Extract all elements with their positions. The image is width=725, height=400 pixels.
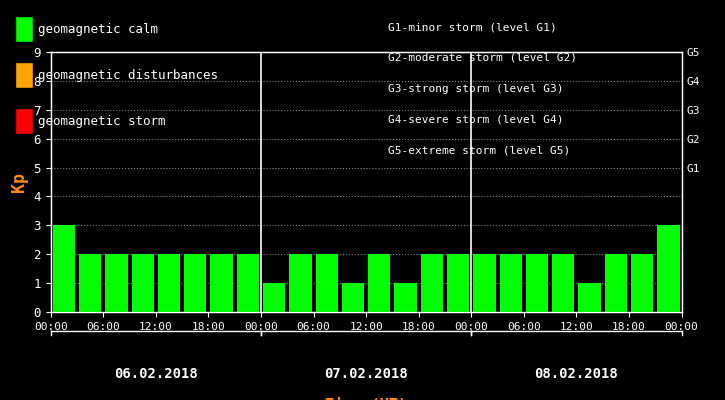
Text: G3-strong storm (level G3): G3-strong storm (level G3) bbox=[388, 84, 563, 94]
Text: 07.02.2018: 07.02.2018 bbox=[324, 367, 408, 381]
Bar bbox=[420, 254, 443, 312]
Bar bbox=[526, 254, 548, 312]
Bar bbox=[341, 283, 364, 312]
Text: 06.02.2018: 06.02.2018 bbox=[114, 367, 198, 381]
Text: 08.02.2018: 08.02.2018 bbox=[534, 367, 618, 381]
Bar bbox=[53, 225, 75, 312]
Text: geomagnetic storm: geomagnetic storm bbox=[38, 114, 166, 128]
Bar bbox=[368, 254, 391, 312]
Text: geomagnetic calm: geomagnetic calm bbox=[38, 22, 159, 36]
Bar bbox=[315, 254, 338, 312]
Text: G5-extreme storm (level G5): G5-extreme storm (level G5) bbox=[388, 145, 570, 155]
Bar bbox=[131, 254, 154, 312]
Text: G1-minor storm (level G1): G1-minor storm (level G1) bbox=[388, 22, 557, 32]
Bar bbox=[447, 254, 469, 312]
Bar bbox=[79, 254, 102, 312]
Y-axis label: Kp: Kp bbox=[10, 172, 28, 192]
Text: geomagnetic disturbances: geomagnetic disturbances bbox=[38, 68, 218, 82]
Bar bbox=[105, 254, 128, 312]
Bar bbox=[605, 254, 627, 312]
Bar bbox=[500, 254, 522, 312]
Bar bbox=[184, 254, 207, 312]
Bar bbox=[473, 254, 496, 312]
Bar bbox=[263, 283, 286, 312]
Bar bbox=[631, 254, 653, 312]
Bar bbox=[552, 254, 574, 312]
Text: Time (UT): Time (UT) bbox=[325, 398, 407, 400]
Bar bbox=[210, 254, 233, 312]
Bar bbox=[158, 254, 181, 312]
Text: G2-moderate storm (level G2): G2-moderate storm (level G2) bbox=[388, 53, 577, 63]
Text: G4-severe storm (level G4): G4-severe storm (level G4) bbox=[388, 114, 563, 124]
Bar bbox=[579, 283, 601, 312]
Bar bbox=[657, 225, 679, 312]
Bar bbox=[289, 254, 312, 312]
Bar bbox=[394, 283, 417, 312]
Bar bbox=[236, 254, 259, 312]
